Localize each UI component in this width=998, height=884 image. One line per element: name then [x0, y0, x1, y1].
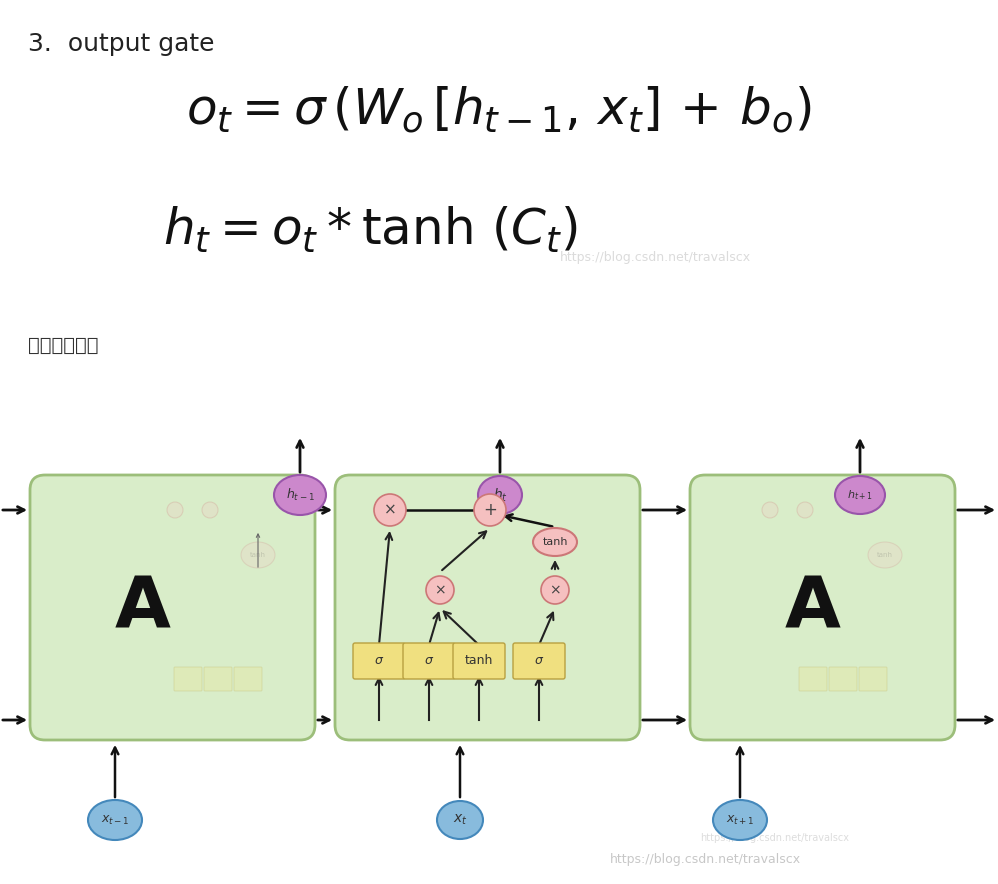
Text: tanh: tanh — [250, 552, 266, 558]
Ellipse shape — [478, 476, 522, 514]
FancyBboxPatch shape — [453, 643, 505, 679]
Text: $x_{t+1}$: $x_{t+1}$ — [726, 813, 754, 827]
FancyBboxPatch shape — [403, 643, 455, 679]
FancyBboxPatch shape — [690, 475, 955, 740]
Ellipse shape — [88, 800, 142, 840]
Circle shape — [541, 576, 569, 604]
FancyBboxPatch shape — [335, 475, 640, 740]
Ellipse shape — [241, 542, 275, 568]
Text: $x_{t-1}$: $x_{t-1}$ — [101, 813, 130, 827]
Circle shape — [474, 494, 506, 526]
Ellipse shape — [713, 800, 767, 840]
Circle shape — [797, 502, 813, 518]
Ellipse shape — [868, 542, 902, 568]
Text: A: A — [784, 573, 840, 642]
FancyBboxPatch shape — [353, 643, 405, 679]
Circle shape — [426, 576, 454, 604]
FancyBboxPatch shape — [513, 643, 565, 679]
Text: A: A — [115, 573, 171, 642]
Text: $o_t = \sigma\,(W_o\,[h_{t-1},\,x_t]\,+\,b_o)$: $o_t = \sigma\,(W_o\,[h_{t-1},\,x_t]\,+\… — [187, 85, 811, 135]
Text: $x_t$: $x_t$ — [453, 812, 467, 827]
Circle shape — [202, 502, 218, 518]
Text: 神经网络图：: 神经网络图： — [28, 336, 99, 354]
Text: tanh: tanh — [465, 654, 493, 667]
Ellipse shape — [835, 476, 885, 514]
Text: ×: × — [549, 583, 561, 597]
Text: ×: × — [434, 583, 446, 597]
Text: https://blog.csdn.net/travalscx: https://blog.csdn.net/travalscx — [560, 252, 751, 264]
Circle shape — [167, 502, 183, 518]
Text: $h_t = o_t * \tanh\,(C_t)$: $h_t = o_t * \tanh\,(C_t)$ — [163, 205, 578, 255]
Text: $h_{t-1}$: $h_{t-1}$ — [285, 487, 314, 503]
Circle shape — [762, 502, 778, 518]
Text: $\sigma$: $\sigma$ — [424, 654, 434, 667]
FancyBboxPatch shape — [234, 667, 262, 691]
FancyBboxPatch shape — [204, 667, 232, 691]
Text: https://blog.csdn.net/travalscx: https://blog.csdn.net/travalscx — [700, 833, 849, 843]
FancyBboxPatch shape — [30, 475, 315, 740]
Text: 3.  output gate: 3. output gate — [28, 32, 215, 56]
Text: tanh: tanh — [542, 537, 568, 547]
FancyBboxPatch shape — [174, 667, 202, 691]
Text: https://blog.csdn.net/travalscx: https://blog.csdn.net/travalscx — [610, 853, 801, 866]
Text: $h_{t+1}$: $h_{t+1}$ — [847, 488, 873, 502]
Text: ×: × — [383, 502, 396, 517]
Ellipse shape — [437, 801, 483, 839]
Text: +: + — [483, 501, 497, 519]
Ellipse shape — [274, 475, 326, 515]
FancyBboxPatch shape — [799, 667, 827, 691]
Text: $\sigma$: $\sigma$ — [534, 654, 544, 667]
FancyBboxPatch shape — [859, 667, 887, 691]
FancyBboxPatch shape — [829, 667, 857, 691]
Text: $h_t$: $h_t$ — [493, 486, 507, 504]
Ellipse shape — [533, 528, 577, 556]
Text: tanh: tanh — [877, 552, 893, 558]
Circle shape — [374, 494, 406, 526]
Text: $\sigma$: $\sigma$ — [374, 654, 384, 667]
